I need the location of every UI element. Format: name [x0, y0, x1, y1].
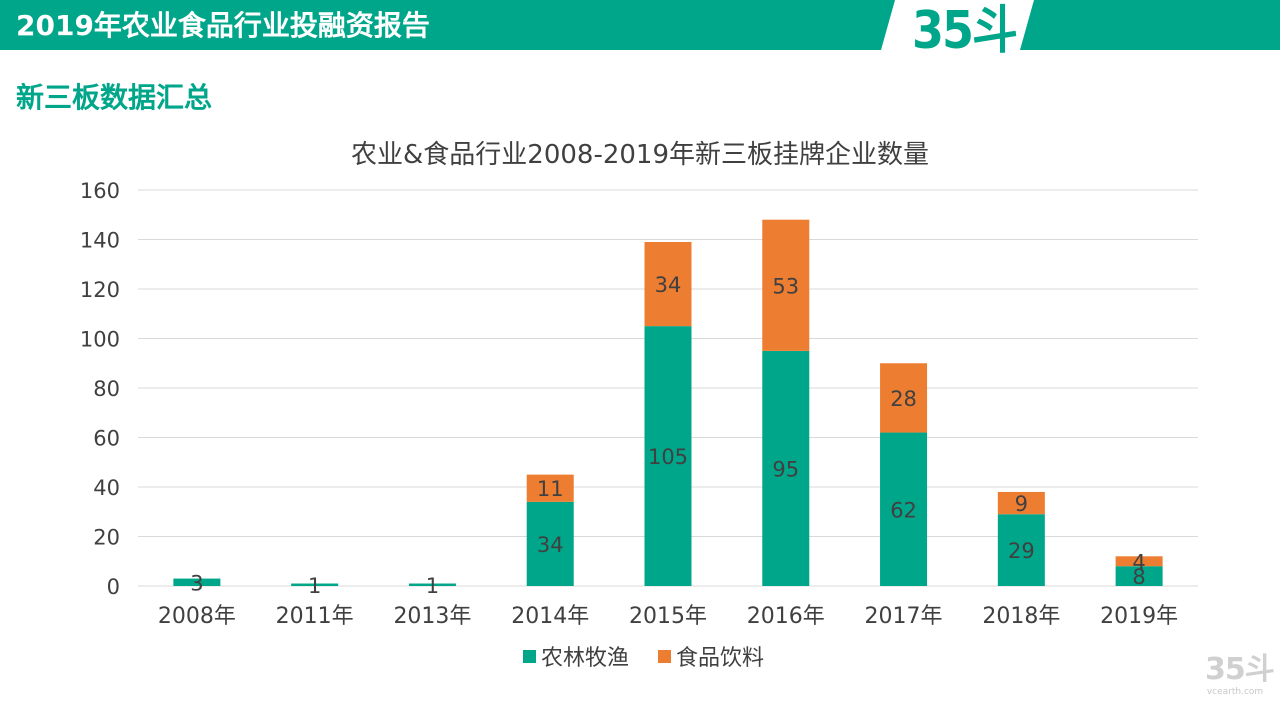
y-tick-label: 140: [80, 229, 120, 253]
y-tick-label: 40: [93, 476, 120, 500]
y-tick-label: 0: [107, 575, 120, 599]
bar-agri: [408, 583, 456, 586]
y-tick-label: 120: [80, 278, 120, 302]
bar-agri: [762, 350, 810, 586]
legend-label: 食品饮料: [676, 646, 764, 671]
data-label: 11: [537, 477, 564, 501]
bar-agri: [644, 326, 692, 586]
x-tick-label: 2016年: [747, 604, 825, 629]
y-tick-label: 20: [93, 526, 120, 550]
watermark-logo: 35斗: [1205, 652, 1275, 687]
data-label: 9: [1015, 492, 1028, 516]
bar-agri: [1115, 566, 1163, 586]
x-tick-label: 2013年: [393, 604, 471, 629]
data-label: 8: [1132, 565, 1145, 589]
data-label: 28: [890, 387, 917, 411]
x-tick-label: 2008年: [158, 604, 236, 629]
y-tick-label: 100: [80, 328, 120, 352]
header-banner: 2019年农业食品行业投融资报告 35斗: [0, 0, 1280, 60]
bar-food: [644, 241, 692, 327]
x-tick-label: 2014年: [511, 604, 589, 629]
x-tick-label: 2015年: [629, 604, 707, 629]
bar-food: [526, 474, 574, 502]
data-label: 4: [1132, 550, 1145, 574]
x-tick-label: 2017年: [865, 604, 943, 629]
bar-food: [997, 491, 1045, 515]
data-label: 105: [648, 445, 688, 469]
bar-food: [1115, 556, 1163, 567]
data-label: 62: [890, 498, 917, 522]
data-label: 1: [308, 574, 321, 598]
legend-label: 农林牧渔: [541, 646, 629, 671]
x-tick-label: 2018年: [982, 604, 1060, 629]
y-tick-label: 60: [93, 427, 120, 451]
section-title: 新三板数据汇总: [16, 81, 213, 114]
data-label: 95: [772, 457, 799, 481]
data-label: 34: [655, 273, 682, 297]
chart-title: 农业&食品行业2008-2019年新三板挂牌企业数量: [351, 140, 929, 170]
brand-logo: 35斗: [912, 0, 1018, 61]
data-label: 29: [1008, 539, 1035, 563]
watermark-url: vcearth.com: [1206, 687, 1264, 697]
header-bar-right: [1020, 0, 1280, 50]
report-title: 2019年农业食品行业投融资报告: [16, 9, 430, 42]
legend-swatch-agri: [523, 650, 536, 663]
data-label: 53: [772, 274, 799, 298]
data-label: 34: [537, 533, 564, 557]
watermark: 35斗 vcearth.com: [1205, 652, 1275, 698]
header-bar-left: [0, 0, 895, 50]
bar-agri: [526, 501, 574, 586]
bar-agri: [880, 432, 928, 586]
bar-food: [762, 219, 810, 351]
x-tick-label: 2011年: [276, 604, 354, 629]
y-tick-label: 80: [93, 377, 120, 401]
y-tick-label: 160: [80, 179, 120, 203]
bar-agri: [291, 583, 339, 586]
legend-swatch-food: [658, 650, 671, 663]
bar-food: [880, 363, 928, 433]
x-tick-label: 2019年: [1100, 604, 1178, 629]
bar-agri: [997, 514, 1045, 586]
data-label: 3: [190, 571, 203, 595]
bar-agri: [173, 578, 221, 586]
data-label: 1: [426, 574, 439, 598]
